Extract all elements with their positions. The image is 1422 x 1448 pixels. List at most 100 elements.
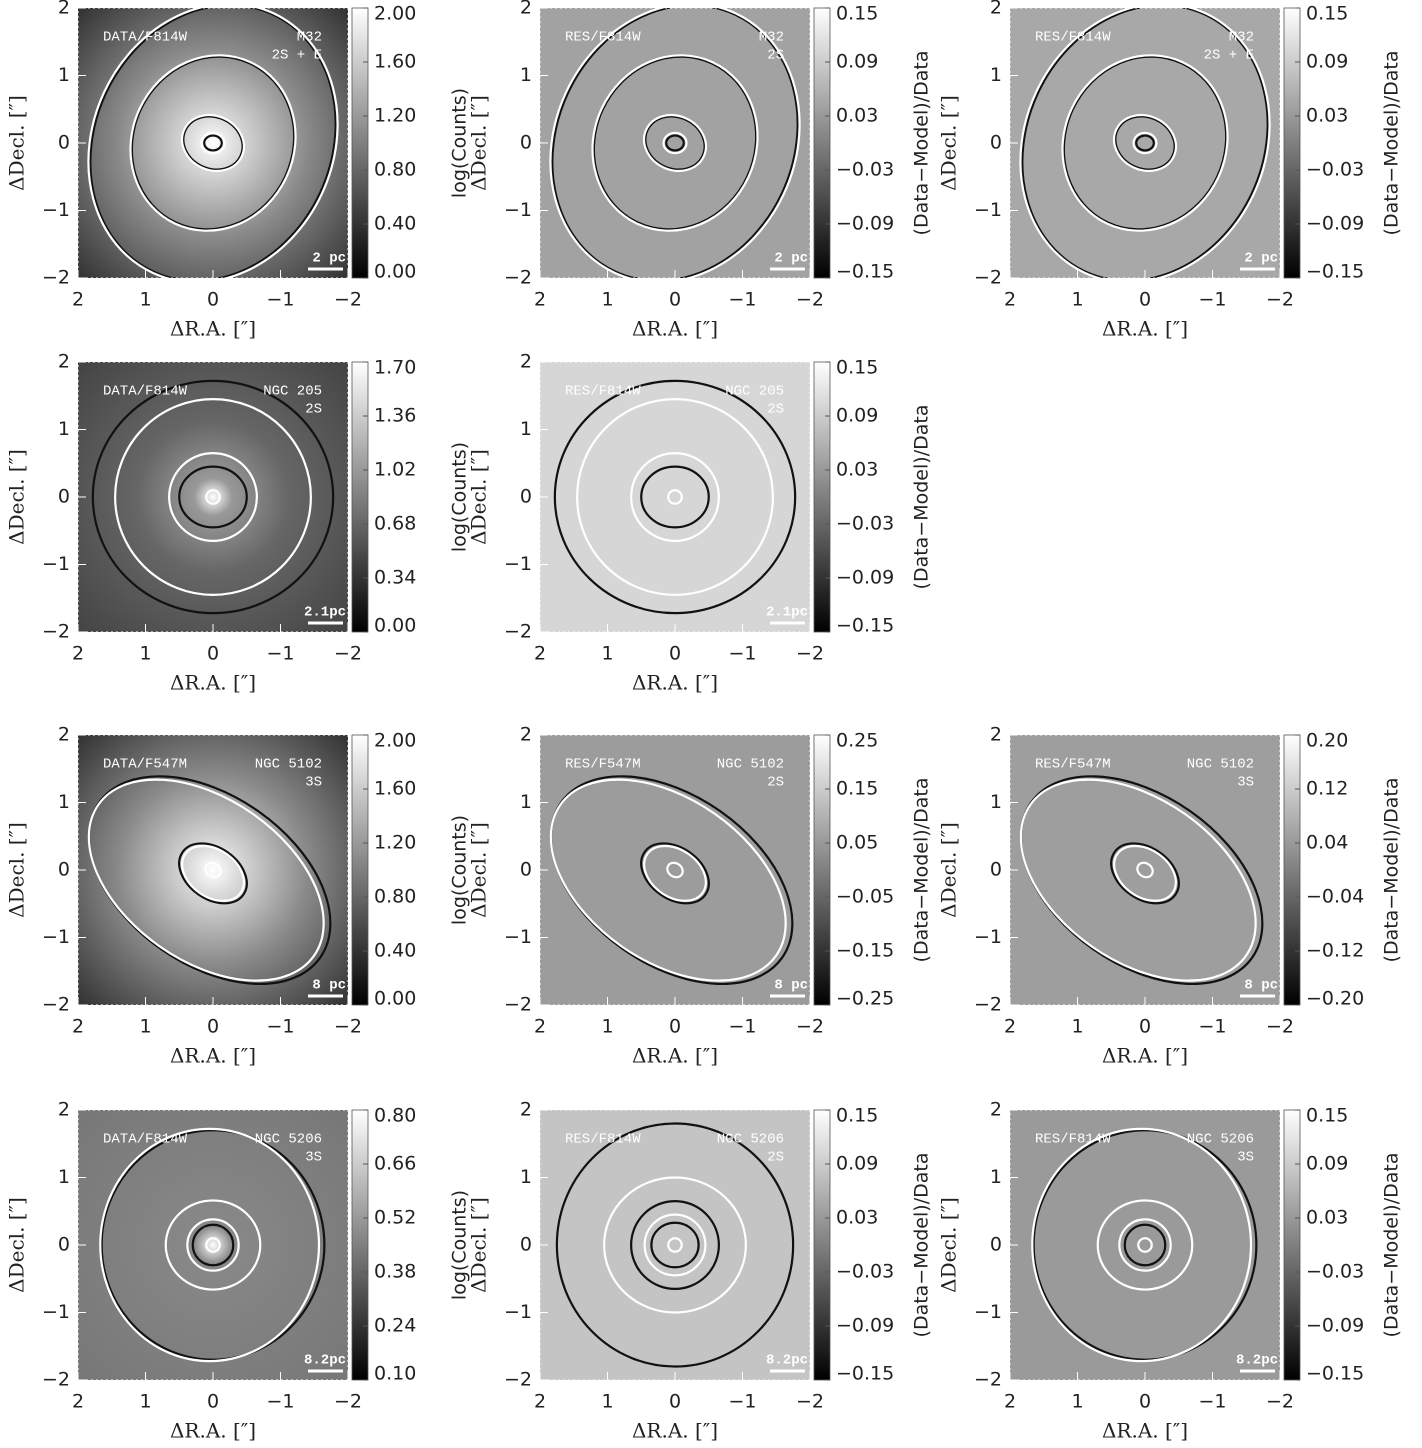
colorbar-tick-label: 1.20: [374, 832, 416, 854]
colorbar-tick-label: 0.80: [374, 1105, 416, 1127]
x-tick-label: 0: [207, 289, 219, 311]
y-tick-label: −2: [974, 994, 1002, 1016]
panel-title: DATA/F814W: [103, 30, 188, 46]
colorbar-tick-label: 0.03: [1306, 1207, 1348, 1229]
panel: 210−1−2−2−1012ΔR.A. [″]ΔDecl. [″]RES/F81…: [937, 0, 1403, 341]
colorbar-tick-label: 0.03: [836, 1207, 878, 1229]
y-tick-label: 1: [520, 1166, 532, 1188]
y-tick-label: −1: [42, 926, 70, 948]
colorbar-tick-label: 2.00: [374, 730, 416, 752]
y-tick-label: 0: [990, 132, 1002, 154]
colorbar-tick-label: 0.03: [1306, 105, 1348, 127]
colorbar-label: (Data−Model)/Data: [1381, 778, 1403, 963]
panel-title: RES/F547M: [565, 757, 641, 773]
x-axis-label: ΔR.A. [″]: [1102, 1044, 1188, 1068]
colorbar-tick-label: 0.05: [836, 832, 878, 854]
y-axis-label: ΔDecl. [″]: [5, 1197, 29, 1293]
y-tick-label: 2: [58, 724, 70, 746]
x-tick-label: 2: [534, 1016, 546, 1038]
scale-bar-label: 2.1pc: [304, 605, 346, 621]
panel: 210−1−2−2−1012ΔR.A. [″]ΔDecl. [″]RES/F54…: [467, 724, 933, 1068]
y-tick-label: 0: [520, 1234, 532, 1256]
colorbar-tick-label: 0.34: [374, 567, 416, 589]
x-tick-label: −1: [266, 289, 294, 311]
y-tick-label: 2: [990, 724, 1002, 746]
colorbar-tick-label: 2.00: [374, 3, 416, 25]
colorbar-tick-label: 0.80: [374, 159, 416, 181]
y-axis-label: ΔDecl. [″]: [467, 95, 491, 191]
colorbar-tick-label: −0.04: [1306, 886, 1364, 908]
colorbar-label: (Data−Model)/Data: [911, 1153, 933, 1338]
y-axis-label: ΔDecl. [″]: [5, 449, 29, 545]
y-tick-label: 0: [58, 486, 70, 508]
annotation: 3S: [1237, 775, 1254, 791]
x-tick-label: 0: [669, 289, 681, 311]
panel: 210−1−2−2−1012ΔR.A. [″]ΔDecl. [″]RES/F81…: [937, 1099, 1403, 1443]
colorbar-tick-label: 0.00: [374, 261, 416, 283]
x-tick-label: 0: [207, 643, 219, 665]
colorbar-tick-label: 0.24: [374, 1315, 416, 1337]
colorbar-tick-label: 0.25: [836, 730, 878, 752]
colorbar-tick-label: 1.60: [374, 51, 416, 73]
y-tick-label: −1: [974, 1301, 1002, 1323]
x-axis-label: ΔR.A. [″]: [170, 1419, 256, 1443]
colorbar-tick-label: 0.09: [836, 51, 878, 73]
y-tick-label: 0: [990, 1234, 1002, 1256]
panel-title: RES/F814W: [565, 1132, 641, 1148]
y-tick-label: 2: [520, 724, 532, 746]
x-tick-label: −2: [1266, 289, 1294, 311]
x-tick-label: 2: [534, 1391, 546, 1413]
colorbar-label: (Data−Model)/Data: [911, 51, 933, 236]
colorbar-tick-label: −0.09: [1306, 213, 1364, 235]
colorbar: [1284, 1110, 1300, 1380]
panel-title: RES/F814W: [1035, 1132, 1111, 1148]
colorbar-tick-label: 0.09: [1306, 51, 1348, 73]
y-tick-label: −2: [974, 1369, 1002, 1391]
panel-title: RES/F814W: [565, 384, 641, 400]
annotation: 2S + E: [1204, 48, 1254, 64]
x-axis-label: ΔR.A. [″]: [1102, 317, 1188, 341]
x-tick-label: 2: [1004, 289, 1016, 311]
colorbar-tick-label: 0.52: [374, 1207, 416, 1229]
y-tick-label: 1: [58, 791, 70, 813]
x-tick-label: 2: [534, 289, 546, 311]
x-tick-label: 1: [1071, 289, 1083, 311]
y-tick-label: −1: [504, 926, 532, 948]
scale-bar-label: 8.2pc: [1236, 1353, 1278, 1369]
panel-title: RES/F547M: [1035, 757, 1111, 773]
panel: 210−1−2−2−1012ΔR.A. [″]ΔDecl. [″]DATA/F5…: [5, 724, 471, 1068]
y-tick-label: −1: [42, 553, 70, 575]
annotation: NGC 205: [263, 384, 322, 400]
y-tick-label: −1: [504, 1301, 532, 1323]
annotation: 2S: [767, 402, 784, 418]
x-tick-label: −2: [334, 1016, 362, 1038]
scale-bar-label: 8 pc: [1244, 978, 1278, 994]
y-tick-label: 1: [990, 64, 1002, 86]
x-axis-label: ΔR.A. [″]: [170, 317, 256, 341]
x-tick-label: 0: [669, 1391, 681, 1413]
x-tick-label: 1: [139, 1016, 151, 1038]
y-tick-label: −2: [504, 1369, 532, 1391]
colorbar-tick-label: 0.09: [1306, 1153, 1348, 1175]
x-tick-label: −1: [1198, 1016, 1226, 1038]
annotation: 2S: [767, 48, 784, 64]
x-tick-label: 1: [601, 1391, 613, 1413]
annotation: NGC 5206: [717, 1132, 784, 1148]
colorbar-tick-label: −0.15: [1306, 1363, 1364, 1385]
y-tick-label: −1: [504, 199, 532, 221]
x-tick-label: 1: [601, 289, 613, 311]
colorbar-tick-label: −0.15: [836, 940, 894, 962]
colorbar-tick-label: −0.15: [1306, 261, 1364, 283]
colorbar-tick-label: 1.02: [374, 459, 416, 481]
colorbar-tick-label: −0.03: [1306, 159, 1364, 181]
colorbar-tick-label: −0.20: [1306, 988, 1364, 1010]
colorbar-tick-label: −0.15: [836, 261, 894, 283]
y-tick-label: 1: [58, 418, 70, 440]
x-axis-label: ΔR.A. [″]: [170, 671, 256, 695]
y-axis-label: ΔDecl. [″]: [5, 822, 29, 918]
colorbar-tick-label: 0.04: [1306, 832, 1348, 854]
annotation: NGC 5102: [717, 757, 784, 773]
colorbar-tick-label: 0.38: [374, 1261, 416, 1283]
